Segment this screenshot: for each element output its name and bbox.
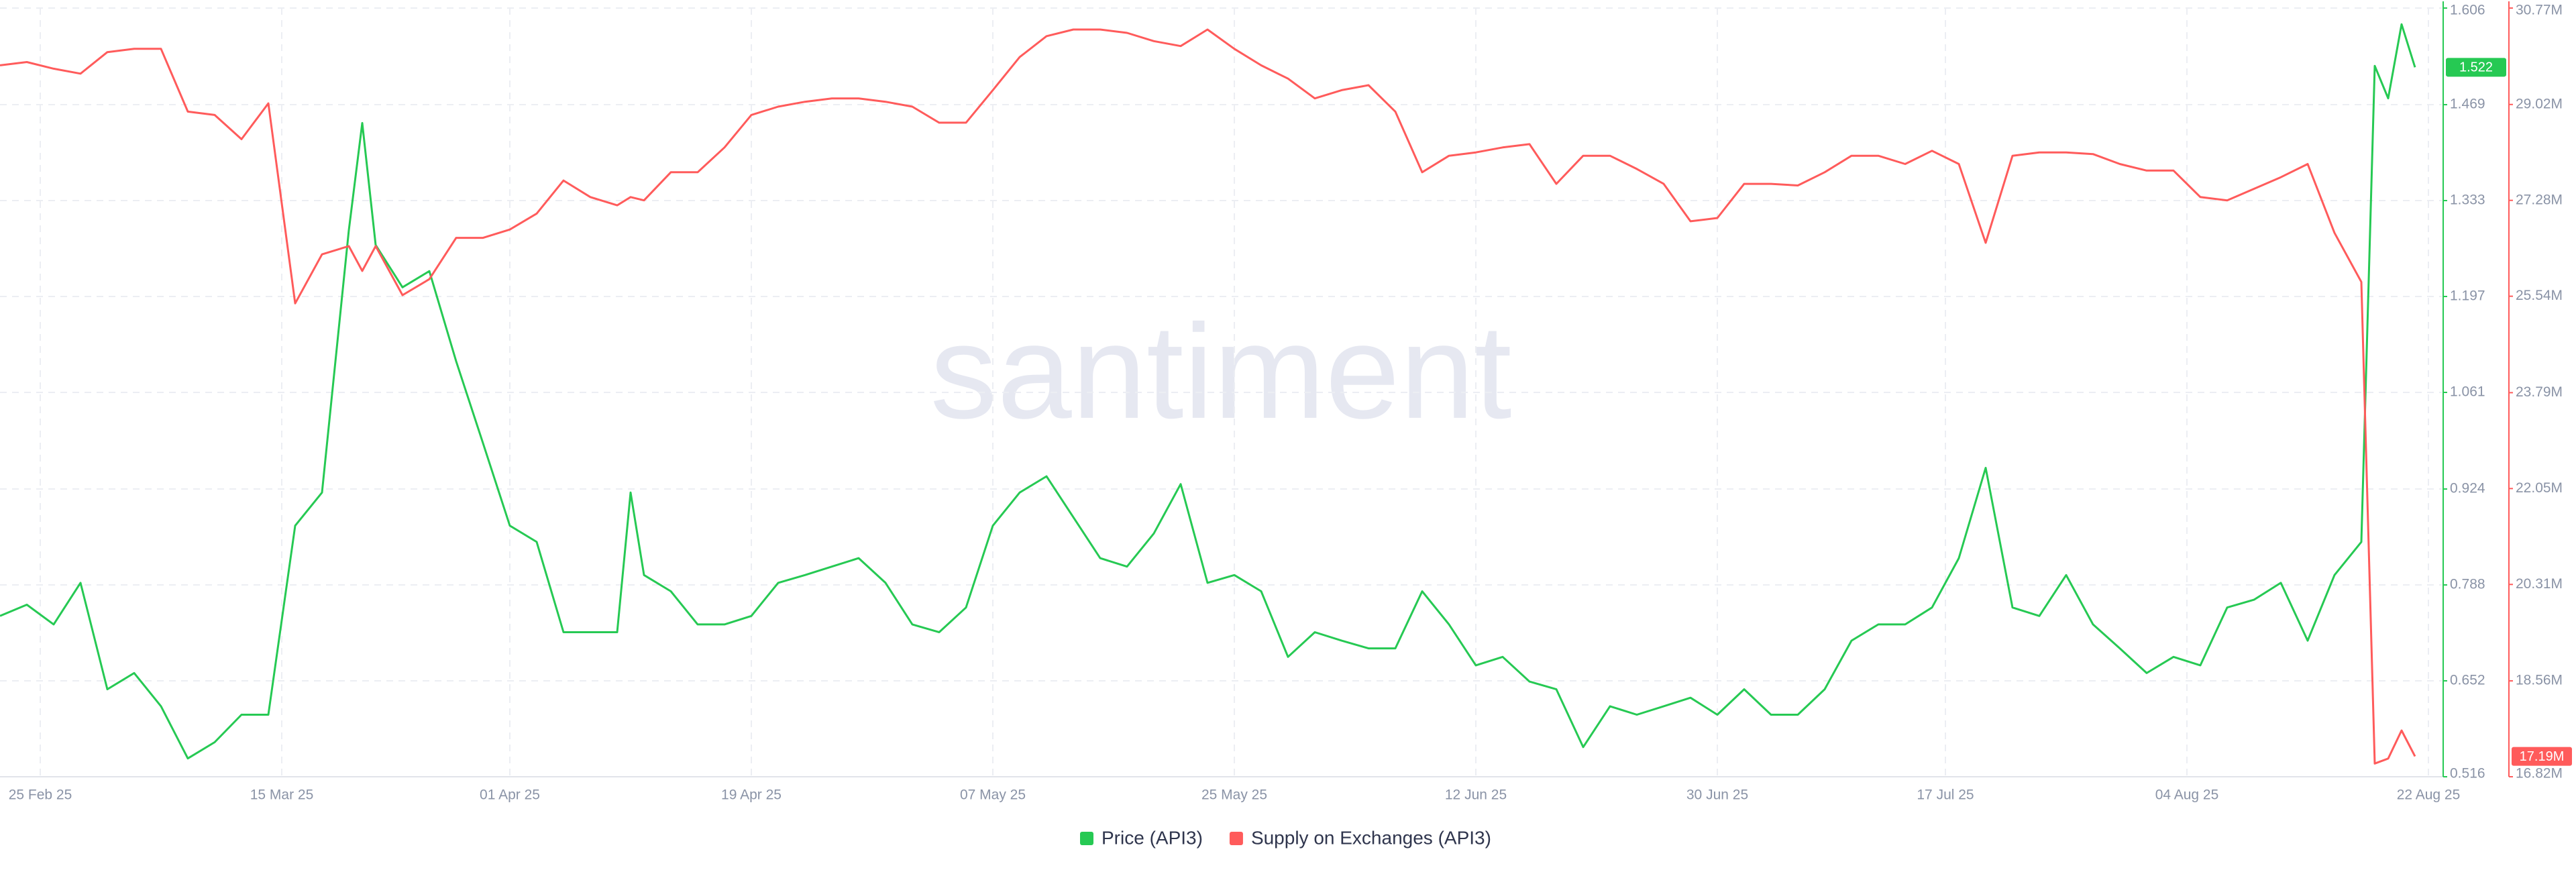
y-tick-label: 0.652 bbox=[2450, 673, 2485, 688]
x-tick-label: 01 Apr 25 bbox=[480, 787, 540, 803]
last-value-label: 1.522 bbox=[2459, 60, 2493, 75]
y2-tick-label: 20.31M bbox=[2516, 576, 2563, 592]
y2-tick-label: 23.79M bbox=[2516, 384, 2563, 400]
last-value-badge bbox=[2512, 747, 2572, 766]
y2-tick-label: 18.56M bbox=[2516, 673, 2563, 688]
x-tick-label: 30 Jun 25 bbox=[1686, 787, 1748, 803]
watermark: santiment bbox=[930, 297, 1511, 447]
legend-swatch bbox=[1080, 832, 1093, 845]
y-tick-label: 1.333 bbox=[2450, 193, 2485, 208]
y2-tick-label: 22.05M bbox=[2516, 480, 2563, 496]
y-tick-label: 0.924 bbox=[2450, 481, 2485, 496]
legend-swatch bbox=[1229, 832, 1243, 845]
x-tick-label: 04 Aug 25 bbox=[2155, 787, 2219, 803]
x-tick-label: 15 Mar 25 bbox=[250, 787, 314, 803]
y-tick-label: 0.516 bbox=[2450, 766, 2485, 781]
y-tick-label: 1.061 bbox=[2450, 384, 2485, 400]
x-tick-label: 19 Apr 25 bbox=[721, 787, 782, 803]
last-value-badge bbox=[2446, 58, 2506, 77]
x-tick-label: 17 Jul 25 bbox=[1917, 787, 1974, 803]
y2-tick-label: 25.54M bbox=[2516, 288, 2563, 303]
series-line bbox=[0, 23, 2416, 760]
x-tick-label: 07 May 25 bbox=[960, 787, 1026, 803]
legend-label: Supply on Exchanges (API3) bbox=[1251, 827, 1491, 848]
x-tick-label: 12 Jun 25 bbox=[1445, 787, 1507, 803]
y-tick-label: 1.197 bbox=[2450, 288, 2485, 304]
y2-tick-label: 27.28M bbox=[2516, 192, 2563, 207]
y-tick-label: 1.469 bbox=[2450, 97, 2485, 112]
y-tick-label: 0.788 bbox=[2450, 577, 2485, 592]
legend-label: Price (API3) bbox=[1102, 827, 1203, 848]
y2-tick-label: 29.02M bbox=[2516, 96, 2563, 111]
x-tick-label: 25 Feb 25 bbox=[9, 787, 72, 803]
y2-tick-label: 16.82M bbox=[2516, 766, 2563, 781]
x-tick-label: 22 Aug 25 bbox=[2397, 787, 2461, 803]
series-line bbox=[0, 28, 2416, 765]
y2-tick-label: 30.77M bbox=[2516, 3, 2563, 18]
y-tick-label: 1.606 bbox=[2450, 3, 2485, 18]
x-tick-label: 25 May 25 bbox=[1201, 787, 1267, 803]
last-value-label: 17.19M bbox=[2520, 749, 2565, 764]
